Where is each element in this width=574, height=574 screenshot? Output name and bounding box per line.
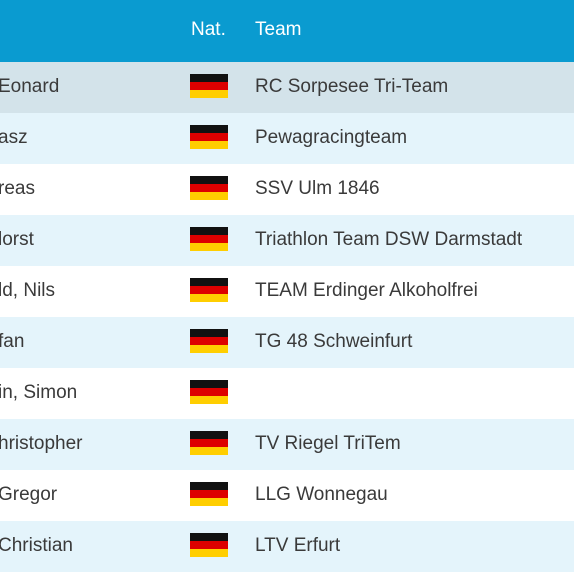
team-name: LTV Erfurt [255,535,341,556]
germany-flag-icon [190,227,228,251]
germany-flag-icon [190,74,228,98]
table-row[interactable]: Christian LTV Erfurt [0,521,574,572]
table-row[interactable]: fan TG 48 Schweinfurt [0,317,574,368]
germany-flag-icon [190,431,228,455]
header-team[interactable]: Team [255,19,302,40]
table-row[interactable]: ld, Nils TEAM Erdinger Alkoholfrei [0,266,574,317]
team-name: RC Sorpesee Tri-Team [255,76,449,97]
table-row[interactable]: lorst Triathlon Team DSW Darmstadt [0,215,574,266]
table-row[interactable]: hristopher TV Riegel TriTem [0,419,574,470]
team-name: Pewagracingteam [255,127,408,148]
table-row[interactable]: in, Simon [0,368,574,419]
germany-flag-icon [190,329,228,353]
germany-flag-icon [190,176,228,200]
team-name: Triathlon Team DSW Darmstadt [255,229,523,250]
team-name: SSV Ulm 1846 [255,178,380,199]
team-name: TG 48 Schweinfurt [255,331,413,352]
athlete-name: hristopher [0,433,83,454]
header-nationality[interactable]: Nat. [191,19,226,40]
table-row[interactable]: Eonard RC Sorpesee Tri-Team [0,62,574,113]
table-header: Nat. Team [0,0,574,62]
germany-flag-icon [190,125,228,149]
team-name: TEAM Erdinger Alkoholfrei [255,280,478,301]
team-name: LLG Wonnegau [255,484,388,505]
athlete-name: Christian [0,535,73,556]
athlete-name: fan [0,331,25,352]
table-row[interactable]: asz Pewagracingteam [0,113,574,164]
germany-flag-icon [190,278,228,302]
germany-flag-icon [190,380,228,404]
table-row[interactable]: Gregor LLG Wonnegau [0,470,574,521]
athlete-name: lorst [0,229,34,250]
athlete-name: Gregor [0,484,58,505]
athlete-name: asz [0,127,28,148]
athlete-name: reas [0,178,35,199]
team-name: TV Riegel TriTem [255,433,401,454]
athlete-name: Eonard [0,76,60,97]
athlete-name: ld, Nils [0,280,56,301]
athlete-name: in, Simon [0,382,78,403]
table-row[interactable]: reas SSV Ulm 1846 [0,164,574,215]
germany-flag-icon [190,533,228,557]
germany-flag-icon [190,482,228,506]
